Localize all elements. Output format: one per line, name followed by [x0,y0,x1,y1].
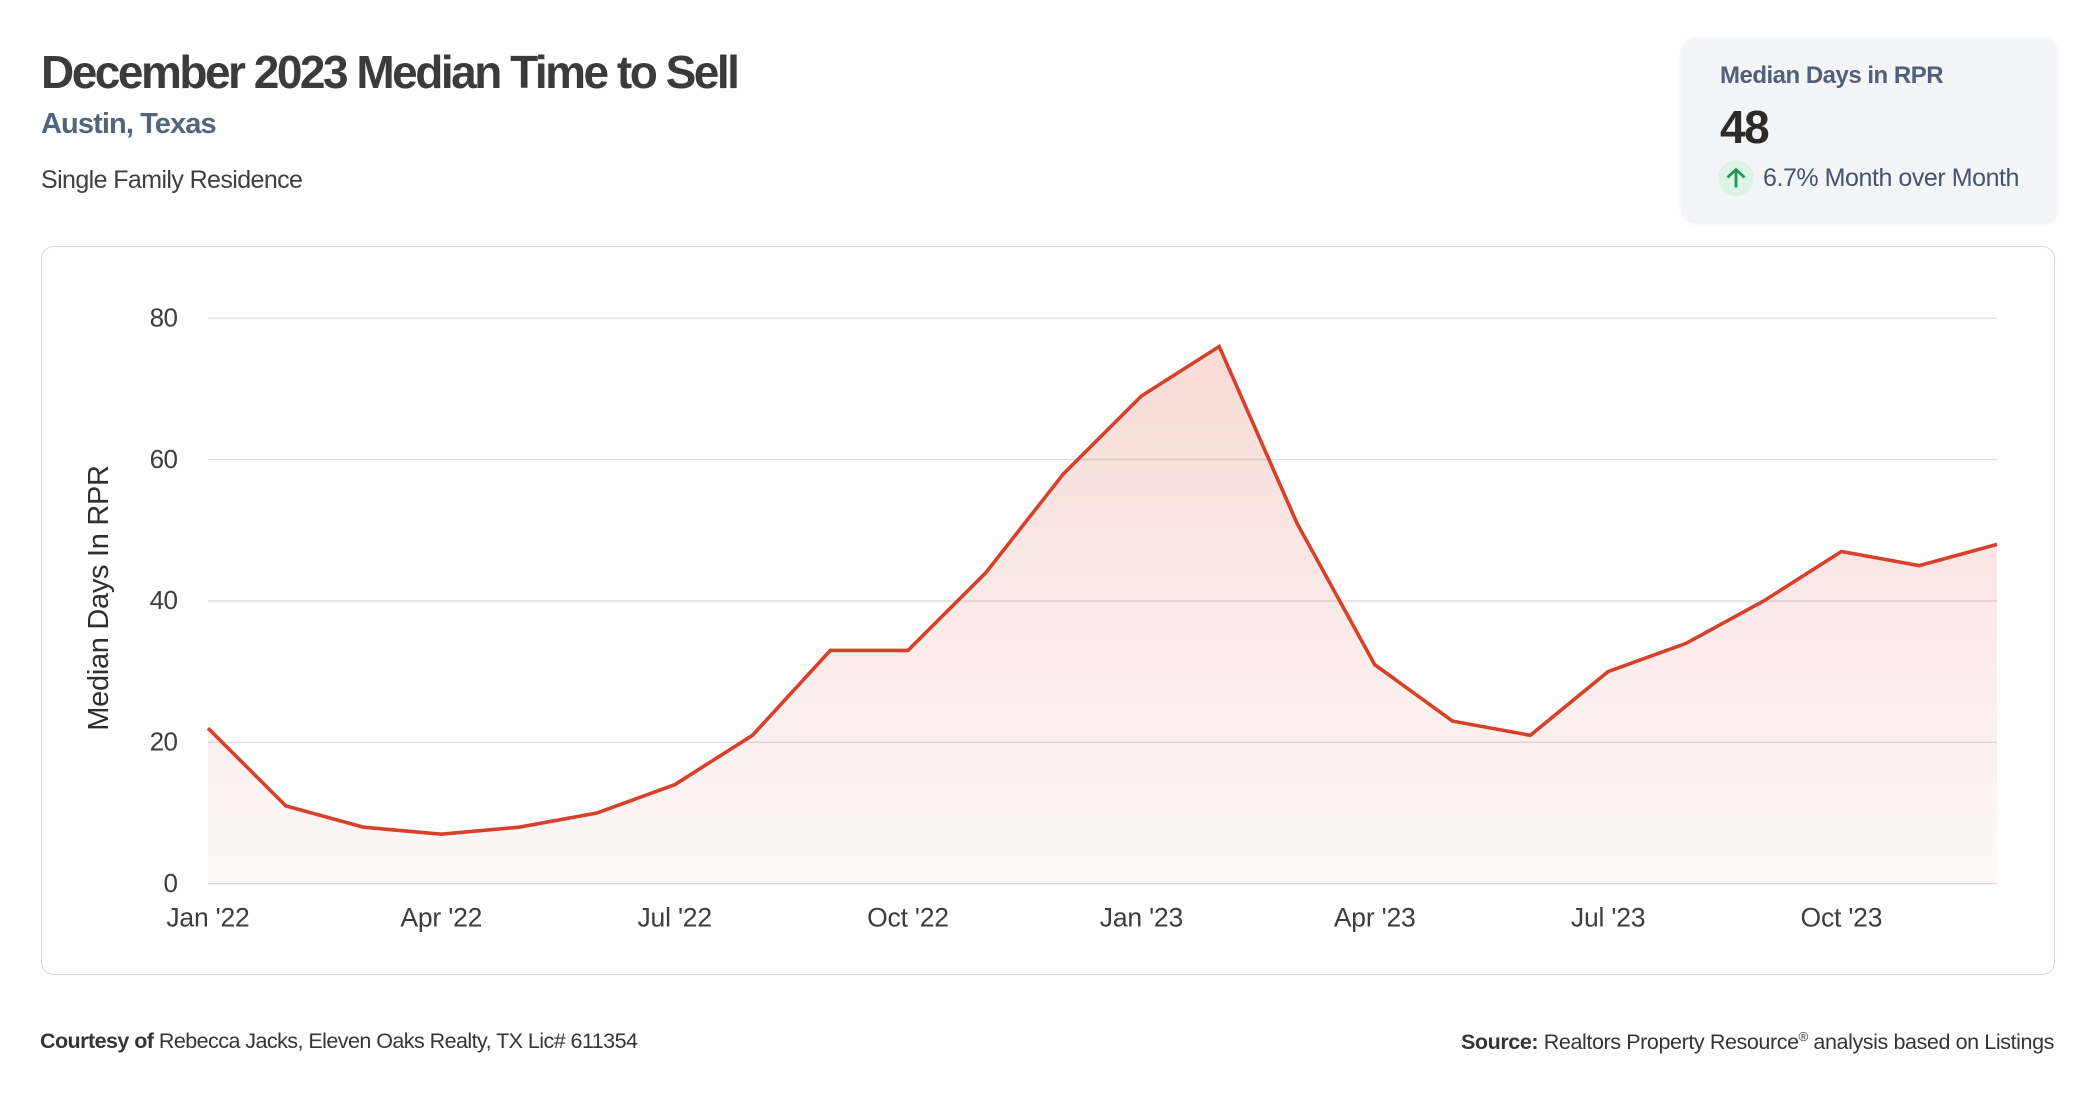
svg-text:Oct '23: Oct '23 [1801,903,1883,933]
svg-text:20: 20 [150,727,178,757]
svg-text:Oct '22: Oct '22 [867,903,949,933]
svg-text:60: 60 [150,444,178,474]
svg-text:Jan '22: Jan '22 [166,903,249,933]
svg-text:Jul '22: Jul '22 [638,903,712,933]
svg-text:Apr '23: Apr '23 [1334,903,1416,933]
svg-text:40: 40 [150,585,178,615]
svg-text:Jan '23: Jan '23 [1100,903,1183,933]
svg-text:0: 0 [164,868,178,898]
svg-text:Median Days In RPR: Median Days In RPR [83,465,115,730]
svg-text:Apr '22: Apr '22 [400,903,482,933]
svg-text:80: 80 [150,302,178,332]
svg-text:Jul '23: Jul '23 [1571,903,1645,933]
